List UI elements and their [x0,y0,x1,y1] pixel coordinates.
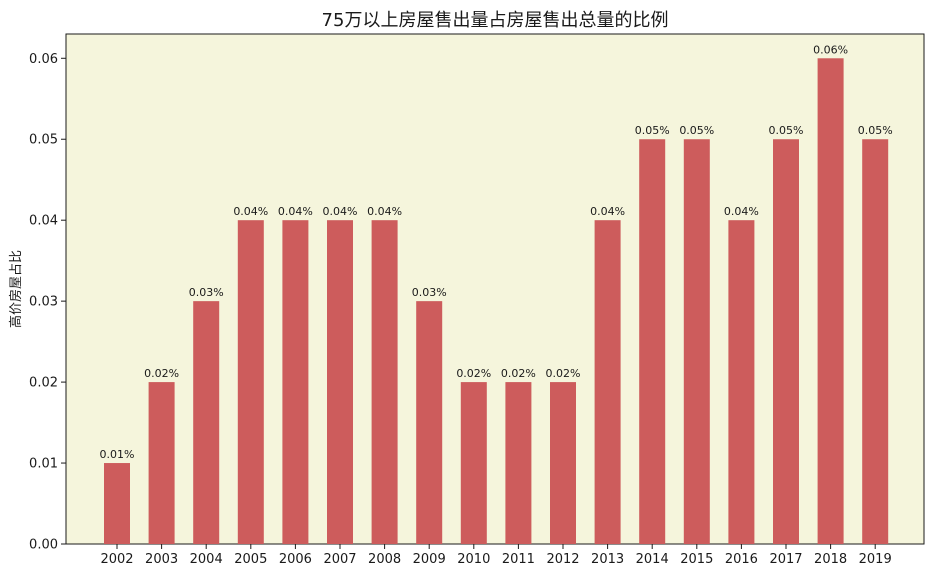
bar-2004 [193,301,220,544]
y-tick-label: 0.03 [29,295,58,310]
x-tick-label: 2010 [457,552,490,567]
data-label-2018: 0.06% [813,43,848,56]
data-labels-layer: 0.01% 0.02% 0.03% 0.04% 0.04% 0.04% 0.04% 0.03%… [100,43,893,461]
y-tick-label: 0.05 [29,133,58,148]
bar-2006 [282,220,309,544]
y-axis: 0.00 0.01 0.02 0.03 0.04 0.05 0.06 [29,52,66,553]
y-tick-label: 0.00 [29,538,58,553]
data-label-2016: 0.04% [724,205,759,218]
data-label-2004: 0.03% [189,286,224,299]
y-tick-label: 0.06 [29,52,58,67]
x-tick-label: 2004 [190,552,223,567]
x-tick-label: 2009 [413,552,446,567]
bar-2011 [505,382,532,544]
x-tick-label: 2014 [636,552,669,567]
y-tick-label: 0.01 [29,457,58,472]
data-label-2003: 0.02% [144,367,179,380]
x-tick-label: 2007 [323,552,356,567]
x-tick-label: 2018 [814,552,847,567]
bar-2007 [327,220,353,544]
bars-layer [104,58,889,545]
data-label-2005: 0.04% [233,205,268,218]
data-label-2014: 0.05% [635,124,670,137]
data-label-2011: 0.02% [501,367,536,380]
bar-2019 [862,139,889,544]
data-label-2010: 0.02% [456,367,491,380]
bar-2018 [817,58,844,545]
data-label-2006: 0.04% [278,205,313,218]
bar-2009 [416,301,443,544]
x-tick-label: 2008 [368,552,401,567]
y-tick-label: 0.02 [29,376,58,391]
x-tick-label: 2017 [769,552,802,567]
bar-2010 [460,382,487,544]
bar-2013 [594,220,621,544]
x-tick-label: 2012 [546,552,579,567]
data-label-2012: 0.02% [546,367,581,380]
data-label-2002: 0.01% [100,448,135,461]
x-tick-label: 2003 [145,552,178,567]
x-axis: 2002 2003 2004 2005 2006 2007 2008 2009 2010 2011… [100,544,892,567]
data-label-2009: 0.03% [412,286,447,299]
data-label-2019: 0.05% [858,124,893,137]
bar-2003 [148,382,175,544]
bar-2005 [237,220,264,544]
bar-2016 [728,220,755,544]
bar-2008 [371,220,398,544]
y-axis-label: 高价房屋占比 [8,250,24,328]
x-tick-label: 2002 [100,552,133,567]
bar-2014 [639,139,666,544]
data-label-2007: 0.04% [323,205,358,218]
x-tick-label: 2016 [725,552,758,567]
x-tick-label: 2006 [279,552,312,567]
x-tick-label: 2011 [502,552,535,567]
y-tick-label: 0.04 [29,214,58,229]
bar-2015 [683,139,710,544]
data-label-2015: 0.05% [679,124,714,137]
x-tick-label: 2013 [591,552,624,567]
bar-2002 [104,463,130,544]
data-label-2013: 0.04% [590,205,625,218]
x-tick-label: 2019 [859,552,892,567]
data-label-2017: 0.05% [769,124,804,137]
x-tick-label: 2005 [234,552,267,567]
data-label-2008: 0.04% [367,205,402,218]
bar-2012 [550,382,576,544]
bar-2017 [773,139,799,544]
chart-title: 75万以上房屋售出量占房屋售出总量的比例 [322,10,669,31]
x-tick-label: 2015 [680,552,713,567]
